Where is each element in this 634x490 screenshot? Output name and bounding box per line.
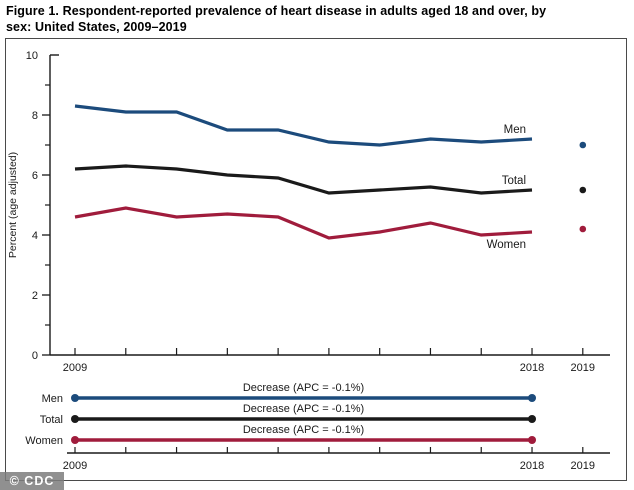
figure-title-line2: sex: United States, 2009–2019 (6, 20, 187, 34)
women-2019-point (579, 225, 587, 233)
total-2019-point (579, 186, 587, 194)
y-tick-label: 4 (32, 230, 38, 242)
y-tick-label: 2 (32, 290, 38, 302)
trend-x-tick-label: 2009 (63, 460, 87, 472)
x-tick-label: 2009 (63, 362, 87, 374)
x-tick-label: 2019 (571, 362, 595, 374)
trend-start-dot-women (71, 436, 79, 444)
trend-annotation-total: Decrease (APC = -0.1%) (243, 403, 364, 415)
trend-end-dot-women (528, 436, 537, 444)
trend-start-dot-total (71, 415, 79, 423)
figure-box: 0 2 4 6 8 10 Percent (age adjusted) 2009 2018 201… (5, 38, 627, 481)
trend-end-dot-total (528, 415, 537, 423)
trend-start-dot-men (71, 394, 79, 402)
y-axis-title: Percent (age adjusted) (7, 152, 19, 258)
women-series-label: Women (487, 239, 526, 251)
total-series-label: Total (502, 175, 526, 187)
figure-title-line1: Figure 1. Respondent-reported prevalence… (6, 4, 547, 18)
chart-svg: 0 2 4 6 8 10 Percent (age adjusted) 2009 2018 201… (7, 50, 610, 472)
y-tick-label: 0 (32, 350, 38, 362)
y-tick-label: 10 (26, 50, 38, 62)
men-line (74, 104, 533, 147)
trend-row-label-total: Total (40, 414, 63, 426)
y-tick-label: 8 (32, 110, 38, 122)
cdc-watermark: © CDC (0, 472, 64, 490)
total-line (74, 164, 533, 195)
trend-annotation-men: Decrease (APC = -0.1%) (243, 382, 364, 394)
trend-row-label-women: Women (25, 435, 63, 447)
trend-annotation-women: Decrease (APC = -0.1%) (243, 424, 364, 436)
men-2019-point (579, 141, 587, 149)
trend-x-tick-label: 2019 (571, 460, 595, 472)
figure-title: Figure 1. Respondent-reported prevalence… (6, 3, 626, 35)
women-line (74, 206, 533, 240)
y-tick-label: 6 (32, 170, 38, 182)
men-series-label: Men (504, 124, 526, 136)
trend-end-dot-men (528, 394, 537, 402)
trend-row-label-men: Men (42, 393, 63, 405)
x-tick-label: 2018 (520, 362, 544, 374)
trend-x-tick-label: 2018 (520, 460, 544, 472)
